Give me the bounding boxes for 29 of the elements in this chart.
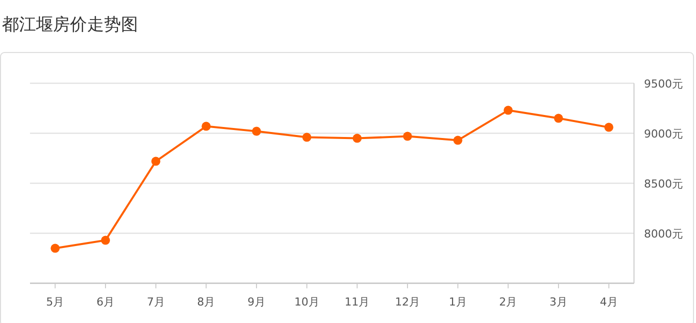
- point: [352, 134, 362, 143]
- x-tick-label: 6月: [96, 295, 114, 308]
- point: [202, 122, 211, 131]
- y-tick-label: 9000元: [644, 127, 683, 140]
- y-tick-label: 8500元: [644, 177, 683, 190]
- point: [554, 114, 563, 123]
- x-tick-label: 1月: [448, 295, 467, 308]
- x-tick-label: 10月: [294, 295, 320, 308]
- point: [504, 106, 513, 115]
- point: [101, 236, 110, 245]
- x-tick-label: 12月: [395, 295, 420, 308]
- x-tick-label: 2月: [499, 295, 518, 308]
- point: [302, 132, 312, 142]
- x-tick-label: 3月: [550, 295, 568, 308]
- x-tick-label: 8月: [197, 295, 216, 308]
- point: [50, 244, 60, 253]
- chart-title: 都江堰房价走势图: [2, 15, 138, 35]
- x-tick-label: 5月: [46, 295, 64, 308]
- x-tick-label: 9月: [248, 295, 266, 308]
- y-tick-label: 9500元: [644, 77, 683, 90]
- point: [403, 132, 412, 141]
- y-tick-label: 8000元: [644, 227, 683, 240]
- point: [252, 126, 261, 136]
- x-tick-label: 4月: [600, 295, 618, 308]
- point: [453, 136, 462, 145]
- point: [604, 122, 614, 132]
- x-tick-label: 11月: [344, 295, 370, 308]
- x-tick-label: 7月: [146, 295, 165, 308]
- point: [151, 156, 160, 166]
